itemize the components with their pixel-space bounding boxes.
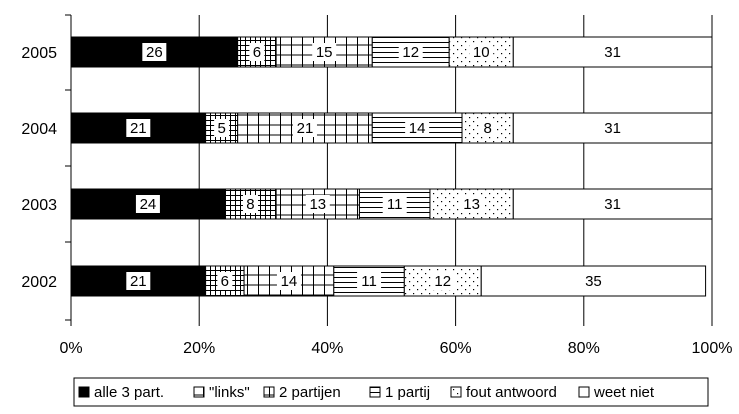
category-label: 2004 (21, 121, 57, 138)
data-label-bg (469, 43, 494, 61)
data-label: 31 (604, 120, 621, 137)
legend-swatch (193, 386, 205, 398)
data-label-bg (126, 119, 151, 137)
data-label-bg (480, 119, 496, 137)
data-label: 12 (434, 273, 451, 290)
data-label-bg (135, 195, 160, 213)
category-label: 2003 (21, 197, 57, 214)
data-label-bg (600, 195, 625, 213)
data-label-bg (357, 272, 382, 290)
category-label: 2002 (21, 274, 57, 291)
legend-label: weet niet (593, 384, 655, 401)
data-label: 11 (387, 196, 403, 213)
data-label-bg (242, 195, 258, 213)
data-label: 14 (409, 120, 426, 137)
data-label: 26 (146, 44, 163, 61)
data-label-bg (249, 43, 265, 61)
x-tick-label: 100% (692, 340, 733, 357)
bar-segment (448, 36, 514, 68)
data-label: 31 (604, 196, 621, 213)
category-label: 2005 (21, 45, 57, 62)
data-label-bg (600, 119, 625, 137)
legend-label: fout antwoord (466, 384, 557, 401)
data-label-bg (405, 119, 430, 137)
legend-swatch (263, 386, 275, 398)
data-label-bg (382, 195, 407, 213)
data-label: 6 (221, 273, 229, 290)
data-label-bg (305, 195, 330, 213)
data-label-bg (581, 272, 606, 290)
data-label: 21 (130, 120, 147, 137)
data-label: 5 (217, 120, 225, 137)
data-label-bg (217, 272, 233, 290)
data-label-bg (276, 272, 301, 290)
legend-label: alle 3 part. (94, 384, 164, 401)
plot-area: 0% 20% 40% 60% 80% 100% 2005 26 6 15 12 10 31 2004 21 5… (21, 14, 733, 357)
legend: alle 3 part. "links" 2 partijen 1 partij fou… (73, 377, 709, 407)
x-tick-label: 80% (568, 340, 600, 357)
data-label: 13 (463, 196, 480, 213)
legend-swatch (369, 386, 381, 398)
data-label-bg (430, 272, 455, 290)
x-tick-label: 60% (440, 340, 472, 357)
legend-label: 2 partijen (279, 384, 341, 401)
legend-swatch (578, 386, 590, 398)
data-label-bg (126, 272, 151, 290)
legend-label: 1 partij (385, 384, 430, 401)
data-label-bg (398, 43, 423, 61)
legend-swatch (450, 386, 462, 398)
data-label: 24 (140, 196, 157, 213)
data-label: 12 (402, 44, 419, 61)
legend-swatch (78, 386, 90, 398)
data-label: 21 (130, 273, 147, 290)
data-label-bg (292, 119, 317, 137)
data-label: 21 (297, 120, 314, 137)
data-label: 6 (253, 44, 261, 61)
x-tick-label: 20% (183, 340, 215, 357)
data-label-bg (600, 43, 625, 61)
data-label-bg (312, 43, 337, 61)
bar-segment (512, 188, 713, 220)
data-label: 35 (585, 273, 602, 290)
data-label: 8 (246, 196, 254, 213)
data-label: 14 (281, 273, 298, 290)
data-label: 10 (473, 44, 490, 61)
x-tick-label: 0% (59, 340, 82, 357)
data-label: 15 (316, 44, 333, 61)
data-label: 11 (361, 273, 377, 290)
legend-label: "links" (209, 384, 250, 401)
data-label-bg (142, 43, 167, 61)
data-label: 8 (483, 120, 491, 137)
x-tick-label: 40% (311, 340, 343, 357)
legend-box (73, 377, 709, 407)
data-label: 31 (604, 44, 621, 61)
data-label: 13 (309, 196, 326, 213)
data-label-bg (459, 195, 484, 213)
data-label-bg (214, 119, 230, 137)
